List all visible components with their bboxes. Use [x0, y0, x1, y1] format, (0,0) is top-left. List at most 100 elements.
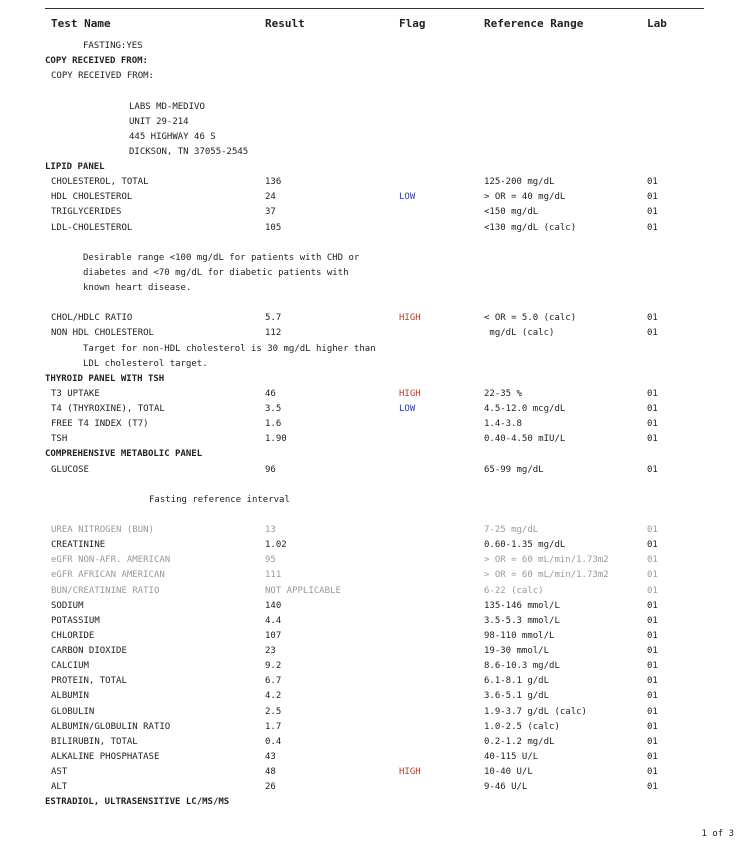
test-result: 111: [265, 570, 282, 581]
test-name: CREATININE: [51, 540, 106, 551]
reference-range: 135-146 mmol/L: [484, 600, 560, 611]
reference-range: 7-25 mg/dL: [484, 525, 539, 535]
test-name: NON HDL CHOLESTEROL: [51, 328, 154, 339]
test-result: 23: [265, 646, 276, 656]
reference-range: <150 mg/dL: [484, 207, 539, 218]
addr-line: 445 HIGHWAY 46 S: [0, 130, 750, 145]
section-heading: ESTRADIOL, ULTRASENSITIVE LC/MS/MS: [0, 795, 750, 810]
addr-line: LABS MD-MEDIVO: [0, 100, 750, 115]
note-text: Desirable range <100 mg/dL for patients …: [83, 252, 360, 263]
reference-range: < OR = 5.0 (calc): [484, 313, 577, 324]
section-heading: COMPREHENSIVE METABOLIC PANEL: [0, 447, 750, 462]
reference-range: 3.5-5.3 mmol/L: [484, 615, 560, 626]
test-name: PROTEIN, TOTAL: [51, 676, 127, 687]
test-name: ALBUMIN/GLOBULIN RATIO: [51, 721, 171, 732]
test-result: 105: [265, 222, 282, 233]
results-list: FASTING:YES COPY RECEIVED FROM: COPY RECEI…: [0, 39, 750, 810]
reference-range: > OR = 60 mL/min/1.73m2: [484, 570, 609, 581]
ref-text: Fasting reference interval: [149, 494, 290, 505]
section-heading: LIPID PANEL: [0, 160, 750, 175]
reference-range: 6-22 (calc): [484, 585, 544, 596]
note-line: LDL cholesterol target.: [0, 357, 750, 372]
note-line: Target for non-HDL cholesterol is 30 mg/…: [0, 342, 750, 357]
test-result: 46: [265, 388, 276, 399]
lab-code: 01: [647, 615, 658, 626]
lab-code: 01: [647, 706, 658, 717]
header-reference-range: Reference Range: [484, 17, 584, 30]
test-result: 5.7: [265, 313, 282, 324]
test-row: TRIGLYCERIDES 37 <150 mg/dL 01: [0, 205, 750, 220]
lab-code: 01: [647, 767, 658, 777]
ref-line: Fasting reference interval: [0, 493, 750, 508]
lab-code: 01: [647, 630, 658, 641]
test-name: ALBUMIN: [51, 691, 89, 702]
reference-range: 6.1-8.1 g/dL: [484, 676, 550, 687]
test-name: ALKALINE PHOSPHATASE: [51, 751, 160, 762]
lab-code: 01: [647, 388, 658, 399]
test-result: 0.4: [265, 736, 282, 747]
note-line: FASTING:YES: [0, 39, 750, 54]
reference-range: 10-40 U/L: [484, 767, 533, 777]
test-result: 1.90: [265, 434, 287, 445]
test-name: CARBON DIOXIDE: [51, 646, 127, 656]
addr-line: UNIT 29-214: [0, 115, 750, 130]
test-flag: HIGH: [399, 388, 421, 399]
header-lab: Lab: [647, 17, 667, 30]
reference-range: 0.40-4.50 mIU/L: [484, 434, 566, 445]
lab-code: 01: [647, 222, 658, 233]
lab-code: 01: [647, 540, 658, 551]
section-title: THYROID PANEL WITH TSH: [45, 373, 165, 384]
section-heading: THYROID PANEL WITH TSH: [0, 372, 750, 387]
test-row: HDL CHOLESTEROL 24 LOW > OR = 40 mg/dL 01: [0, 190, 750, 205]
addr-text: DICKSON, TN 37055-2545: [129, 146, 249, 157]
lab-code: 01: [647, 177, 658, 188]
test-row: T4 (THYROXINE), TOTAL 3.5 LOW 4.5-12.0 mcg/…: [0, 402, 750, 417]
test-result: 140: [265, 600, 282, 611]
test-row: PROTEIN, TOTAL 6.7 6.1-8.1 g/dL 01: [0, 674, 750, 689]
section-heading: COPY RECEIVED FROM:: [0, 54, 750, 69]
lab-code: 01: [647, 192, 658, 203]
lab-code: 01: [647, 600, 658, 611]
test-result: 1.6: [265, 419, 282, 430]
test-name: TSH: [51, 434, 68, 445]
test-flag: LOW: [399, 404, 416, 414]
test-row: COPY RECEIVED FROM:: [0, 69, 750, 84]
reference-range: 0.2-1.2 mg/dL: [484, 736, 555, 747]
test-result: 95: [265, 555, 276, 566]
test-row: LDL-CHOLESTEROL 105 <130 mg/dL (calc) 01: [0, 221, 750, 236]
header-result: Result: [265, 17, 305, 30]
test-row: GLOBULIN 2.5 1.9-3.7 g/dL (calc) 01: [0, 705, 750, 720]
test-row: ALKALINE PHOSPHATASE 43 40-115 U/L 01: [0, 750, 750, 765]
test-result: 96: [265, 464, 276, 475]
test-result: 13: [265, 525, 276, 535]
test-row: CREATININE 1.02 0.60-1.35 mg/dL 01: [0, 538, 750, 553]
lab-code: 01: [647, 525, 658, 535]
blank-line: [0, 478, 750, 493]
test-name: HDL CHOLESTEROL: [51, 192, 133, 203]
test-name: T4 (THYROXINE), TOTAL: [51, 404, 165, 414]
test-name: T3 UPTAKE: [51, 388, 100, 399]
test-row: ALBUMIN 4.2 3.6-5.1 g/dL 01: [0, 689, 750, 704]
lab-code: 01: [647, 313, 658, 324]
reference-range: > OR = 40 mg/dL: [484, 192, 566, 203]
lab-code: 01: [647, 570, 658, 581]
lab-code: 01: [647, 676, 658, 687]
addr-text: LABS MD-MEDIVO: [129, 101, 205, 112]
test-result: 107: [265, 630, 282, 641]
test-row: ALT 26 9-46 U/L 01: [0, 780, 750, 795]
test-name: SODIUM: [51, 600, 84, 611]
note-text: Target for non-HDL cholesterol is 30 mg/…: [83, 343, 376, 354]
test-name: FREE T4 INDEX (T7): [51, 419, 149, 430]
blank-line: [0, 508, 750, 523]
test-name: eGFR AFRICAN AMERICAN: [51, 570, 165, 581]
test-row: UREA NITROGEN (BUN) 13 7-25 mg/dL 01: [0, 523, 750, 538]
header-test-name: Test Name: [51, 17, 111, 30]
test-flag: HIGH: [399, 767, 421, 777]
test-result: 136: [265, 177, 282, 188]
test-row: BUN/CREATININE RATIO NOT APPLICABLE 6-22 (…: [0, 584, 750, 599]
note-text: LDL cholesterol target.: [83, 358, 208, 369]
test-row: CHOLESTEROL, TOTAL 136 125-200 mg/dL 01: [0, 175, 750, 190]
test-result: 9.2: [265, 661, 282, 672]
note-text: FASTING:YES: [83, 41, 143, 51]
test-result: 43: [265, 751, 276, 762]
